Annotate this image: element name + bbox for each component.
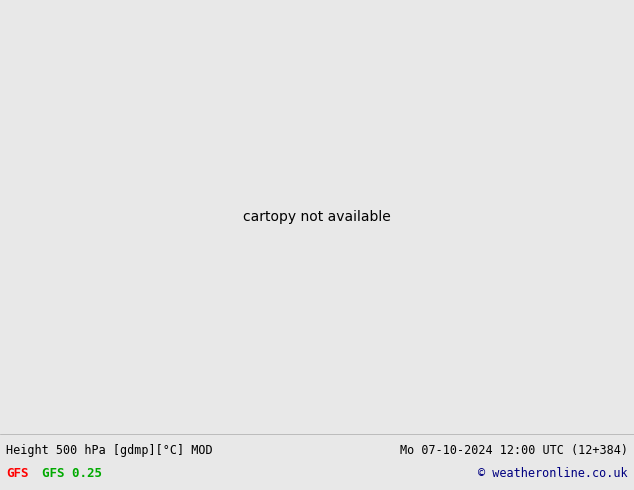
Text: cartopy not available: cartopy not available [243, 210, 391, 224]
Text: Height 500 hPa [gdmp][°C] MOD: Height 500 hPa [gdmp][°C] MOD [6, 444, 212, 457]
Text: © weatheronline.co.uk: © weatheronline.co.uk [479, 467, 628, 480]
Text: GFS: GFS [6, 467, 29, 480]
Text: Mo 07-10-2024 12:00 UTC (12+384): Mo 07-10-2024 12:00 UTC (12+384) [400, 444, 628, 457]
Text: GFS 0.25: GFS 0.25 [42, 467, 102, 480]
